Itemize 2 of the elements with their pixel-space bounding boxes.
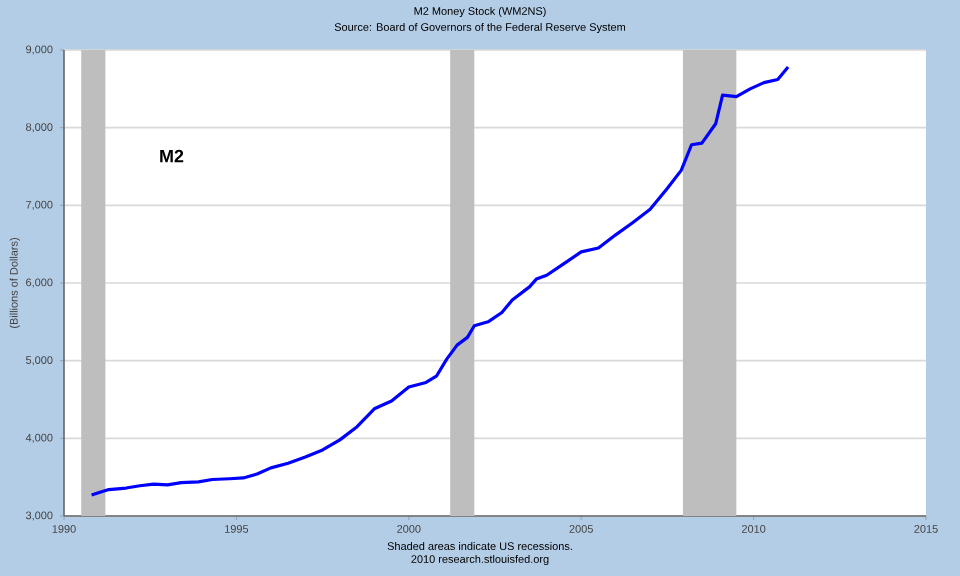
line-series: [89, 65, 790, 497]
annotation: M2: [160, 149, 184, 163]
